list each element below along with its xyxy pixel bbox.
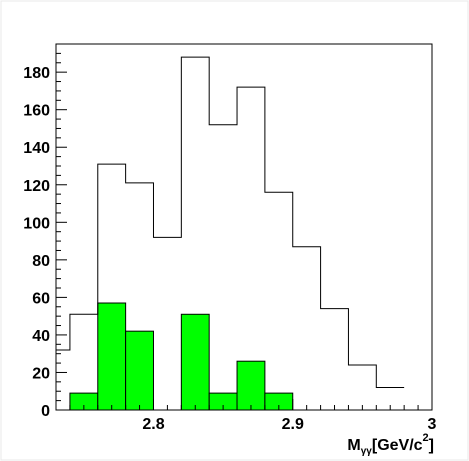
filled-bar [125, 330, 154, 411]
x-tick-label: 3 [428, 416, 437, 433]
filled-bar [97, 302, 127, 411]
x-axis-title-end: ] [429, 437, 434, 454]
filled-bar [236, 360, 266, 411]
outline-series [56, 56, 405, 388]
y-tick-label: 140 [23, 140, 50, 157]
y-tick-label: 100 [23, 215, 50, 232]
y-tick-label: 40 [32, 328, 50, 345]
x-axis-title-subscript: γγ [361, 446, 373, 457]
filled-series [69, 302, 294, 411]
y-tick-label: 80 [32, 253, 50, 270]
y-tick-label: 0 [41, 403, 50, 420]
x-axis-title: Mγγ[GeV/c2] [347, 432, 434, 457]
y-tick-label: 180 [23, 65, 50, 82]
y-tick-label: 20 [32, 365, 50, 382]
filled-bar [180, 313, 210, 411]
y-tick-label: 120 [23, 178, 50, 195]
y-tick-label: 60 [32, 290, 50, 307]
outline-histogram-line [56, 56, 405, 388]
y-tick-label: 160 [23, 103, 50, 120]
axis-ticks [56, 52, 433, 411]
x-axis-title-superscript: 2 [423, 432, 429, 444]
x-tick-label: 2.9 [282, 416, 304, 433]
x-axis-title-unit: [GeV/c [372, 437, 423, 454]
tick-labels: 0 20 40 60 80 100 120 140 160 180 2.8 2.9 3 [23, 65, 436, 433]
x-tick-label: 2.8 [142, 416, 164, 433]
x-axis-title-base: M [347, 437, 360, 454]
